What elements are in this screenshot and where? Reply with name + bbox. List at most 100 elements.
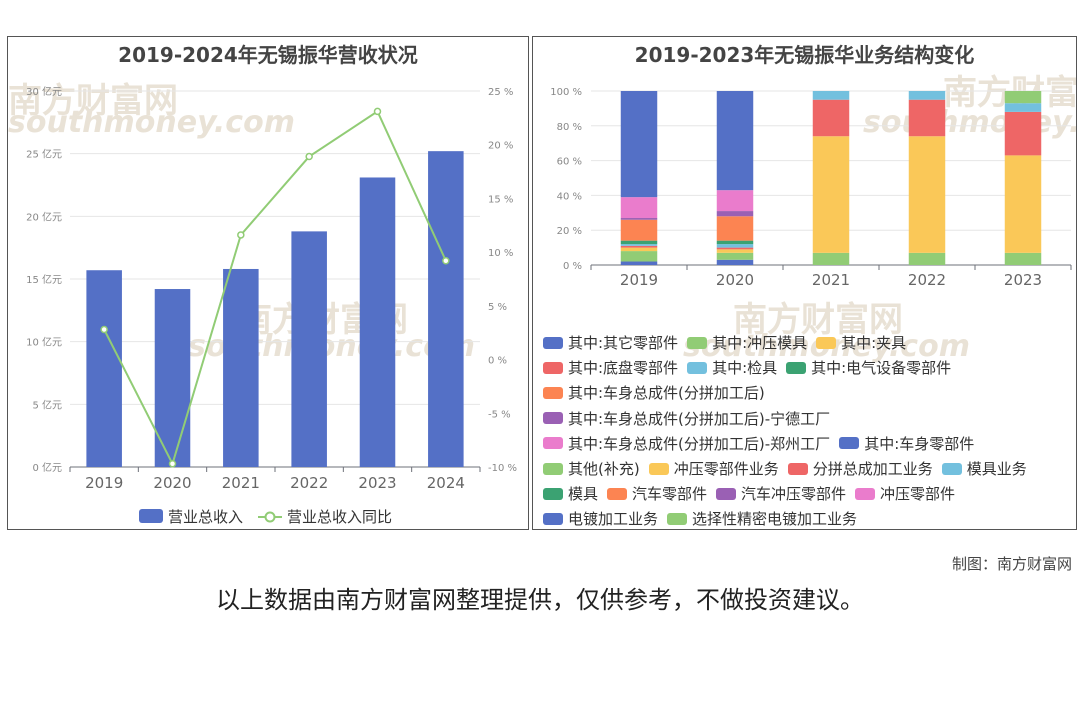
legend-swatch [839, 437, 860, 450]
stacked-bar-segment [716, 240, 754, 245]
yoy-growth-point [373, 107, 382, 116]
legend-label: 其中:夹具 [841, 334, 907, 352]
stacked-bar-segment [620, 251, 658, 262]
x-tick-label: 2022 [290, 474, 328, 492]
stacked-bar-segment [620, 245, 658, 248]
stacked-bar-segment [716, 249, 754, 253]
legend-swatch [543, 386, 563, 399]
legend-label: 其中:车身零部件 [864, 434, 975, 453]
legend-item: 其中:车身总成件(分拼加工后)-郑州工厂 [543, 433, 830, 454]
stacked-bar-segment [1004, 103, 1042, 112]
y-tick-label-right: 0 % [488, 356, 507, 367]
legend-item: 汽车零部件 [607, 483, 707, 504]
stacked-bar-segment [1004, 252, 1042, 265]
x-tick-label: 2019 [620, 271, 658, 289]
legend-label: 营业总收入 [168, 508, 243, 526]
legend-item: 其中:其它零部件 [543, 332, 678, 353]
stacked-bar-segment [716, 252, 754, 260]
legend-swatch [543, 437, 563, 450]
legend-item: 其中:底盘零部件 [543, 357, 678, 378]
legend-row: 其他(补充) 冲压零部件业务 分拼总成加工业务 模具业务 [543, 458, 1036, 479]
stacked-bar-segment [716, 259, 754, 265]
y-tick-label-right: 25 % [488, 87, 513, 98]
stacked-bar-segment [620, 261, 658, 265]
legend-swatch [543, 487, 563, 500]
legend-item: 模具业务 [941, 458, 1027, 479]
yoy-growth-point [305, 152, 313, 161]
legend-label: 其中:车身总成件(分拼加工后)-宁德工厂 [568, 409, 831, 428]
y-tick-label-right: -10 % [488, 463, 517, 474]
legend-swatch [855, 487, 876, 500]
legend-row: 其中:车身总成件(分拼加工后)-宁德工厂 [543, 408, 839, 429]
revenue-bar [86, 270, 122, 467]
y-tick-label-left: 20 亿元 [26, 210, 62, 223]
legend-swatch [543, 512, 563, 525]
legend-item: 冲压零部件 [855, 483, 955, 504]
legend-label: 选择性精密电镀加工业务 [692, 510, 858, 529]
revenue-chart-panel: 南方财富网 southmoney.com 南方财富网 southmoney.co… [7, 36, 529, 530]
disclaimer-text: 以上数据由南方财富网整理提供，仅供参考，不做投资建议。 [216, 586, 864, 614]
legend-item: 其中:电气设备零部件 [786, 357, 951, 378]
legend-swatch [667, 512, 688, 525]
legend-label: 其中:冲压模具 [712, 334, 808, 352]
y-tick-label-right: 10 % [488, 248, 513, 259]
legend-swatch [816, 336, 837, 349]
x-tick-label: 2021 [222, 474, 260, 492]
y-tick-label-left: 10 亿元 [26, 336, 62, 349]
chart-title: 2019-2023年无锡振华业务结构变化 [634, 43, 975, 67]
legend-row: 其中:车身总成件(分拼加工后) [543, 382, 774, 403]
legend-swatch [543, 412, 563, 425]
stacked-bar-segment [620, 244, 658, 246]
legend-swatch [543, 462, 563, 475]
stacked-bar-segment [716, 216, 754, 241]
y-tick-label: 0 % [563, 261, 582, 272]
legend-item: 其中:夹具 [816, 332, 906, 353]
legend-swatch [543, 336, 563, 349]
legend-label: 其中:车身总成件(分拼加工后) [568, 384, 765, 403]
x-tick-label: 2022 [908, 271, 946, 289]
yoy-growth-point [237, 231, 245, 239]
y-tick-label-left: 30 亿元 [26, 85, 62, 98]
legend-swatch [264, 511, 276, 523]
revenue-bar [154, 289, 191, 467]
y-tick-label-left: 15 亿元 [26, 273, 62, 286]
revenue-bar [359, 177, 396, 468]
legend-swatch [716, 487, 737, 500]
legend-item: 其中:检具 [687, 357, 777, 378]
y-tick-label: 60 % [557, 157, 582, 168]
x-tick-label: 2021 [812, 271, 850, 289]
revenue-chart-svg: 0 亿元 5 亿元 10 亿元 15 亿元 20 亿元 25 亿元 30 亿元 -10 % -5… [26, 85, 517, 526]
legend-item: 模具 [543, 483, 598, 504]
yoy-growth-point [100, 325, 108, 334]
structure-chart-svg: 0 % 20 % 40 % 60 % 80 % 100 % 2019 2020 2021 2022… [550, 87, 1072, 289]
x-tick-label: 2024 [427, 474, 465, 492]
legend-swatch [607, 487, 628, 500]
x-tick-label: 2019 [85, 474, 123, 492]
stacked-bar-segment [620, 197, 658, 219]
legend-item: 汽车冲压零部件 [716, 483, 846, 504]
stacked-bar-segment [716, 91, 754, 191]
legend-label: 其中:车身总成件(分拼加工后)-郑州工厂 [568, 434, 831, 453]
stacked-bar-segment [620, 247, 658, 252]
x-tick-label: 2020 [153, 474, 191, 492]
stacked-bar-segment [1004, 155, 1042, 253]
y-tick-label-right: 15 % [488, 194, 513, 205]
yoy-growth-line [103, 109, 447, 467]
legend-label: 电镀加工业务 [568, 510, 659, 529]
legend-label: 汽车冲压零部件 [741, 485, 847, 504]
legend-item: 其中:车身零部件 [839, 433, 974, 454]
legend-swatch [687, 336, 708, 349]
stacked-bar-segment [908, 91, 946, 100]
y-tick-label-right: 5 % [488, 302, 507, 313]
legend-label: 其中:检具 [712, 359, 778, 378]
legend-label: 汽车零部件 [632, 485, 708, 504]
stacked-bar-segment [620, 219, 658, 241]
yoy-growth-point [168, 460, 177, 468]
legend-swatch [787, 462, 808, 475]
y-tick-label: 40 % [557, 191, 582, 202]
stacked-bar-segment [908, 99, 946, 137]
legend-label: 冲压零部件业务 [673, 460, 779, 478]
revenue-bar [291, 231, 327, 467]
legend-label: 其他(补充) [568, 460, 640, 478]
stacked-bar-segment [716, 244, 754, 248]
